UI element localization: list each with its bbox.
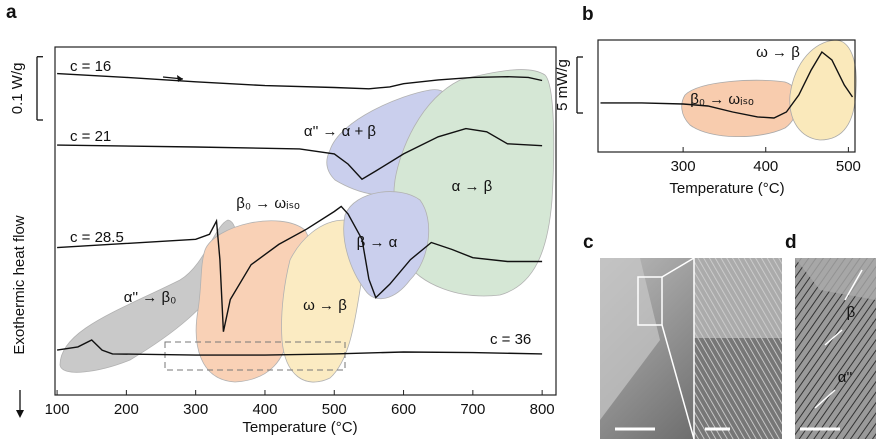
curve [57, 127, 543, 181]
x-tick-label: 700 [460, 401, 485, 418]
curve [57, 72, 543, 90]
panel-letter: a [6, 2, 17, 23]
regions-b [681, 39, 857, 141]
micrograph-d [795, 258, 876, 439]
panel-letter: d [785, 232, 797, 253]
curve [57, 205, 543, 332]
x-tick-label: 300 [183, 401, 208, 418]
scale-bar-label: 0.1 W/g [9, 63, 26, 115]
plot-frame [597, 39, 856, 153]
annotation: β₀ → ωᵢₛₒ [690, 91, 754, 108]
curve-label: c = 36 [490, 331, 531, 348]
annotation: β₀ → ωᵢₛₒ [236, 195, 300, 212]
x-tick-label: 500 [836, 158, 861, 175]
x-tick-label: 100 [45, 401, 70, 418]
annotation: α'' → β₀ [124, 289, 177, 306]
zoom-box [164, 341, 346, 371]
curve-label: c = 16 [70, 58, 111, 75]
scale-bar-label: 5 mW/g [554, 59, 571, 111]
curve-label: c = 21 [70, 128, 111, 145]
x-axis-label: Temperature (°C) [242, 419, 357, 436]
annotation: α → β [452, 178, 493, 195]
x-tick-label: 400 [753, 158, 778, 175]
annotation: β → α [357, 234, 398, 251]
phase-label: β [847, 304, 856, 321]
annotation: ω → β [303, 297, 347, 314]
x-tick-label: 800 [530, 401, 555, 418]
exo-arrow-head [16, 410, 24, 418]
y-axis-label: Exothermic heat flow [11, 215, 28, 354]
annotation: α'' → α + β [304, 123, 377, 140]
regions-a [59, 69, 555, 383]
x-tick-label: 600 [391, 401, 416, 418]
x-tick-label: 400 [252, 401, 277, 418]
x-tick-label: 300 [671, 158, 696, 175]
plot-frame [54, 46, 557, 396]
curve [600, 50, 854, 119]
x-tick-label: 500 [322, 401, 347, 418]
panel-letter: b [582, 4, 594, 25]
phase-label: α'' [838, 369, 853, 386]
curve-label: c = 28.5 [70, 229, 124, 246]
x-tick-label: 200 [114, 401, 139, 418]
annotation: ω → β [756, 44, 800, 61]
micrograph-c [600, 257, 782, 439]
x-axis-label: Temperature (°C) [669, 180, 784, 197]
panel-letter: c [583, 232, 594, 253]
curve [56, 339, 543, 356]
